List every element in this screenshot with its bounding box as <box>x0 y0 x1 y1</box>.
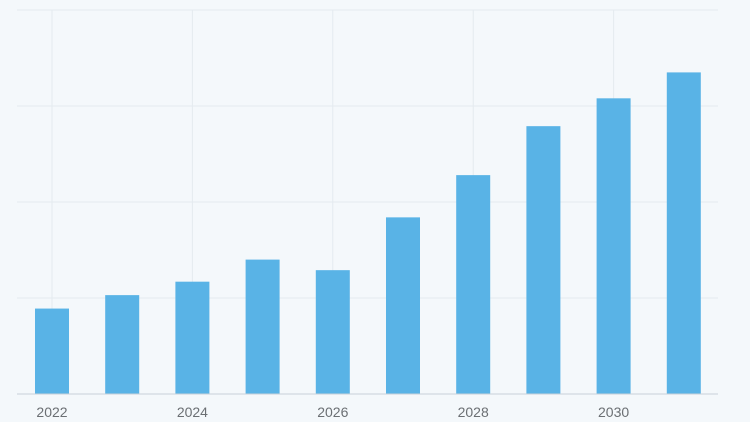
x-axis-tick-labels: 2022 2024 2026 2028 2030 <box>36 404 629 420</box>
x-tick-label-2028: 2028 <box>458 404 489 420</box>
bar-2027 <box>386 217 420 394</box>
bar-2028 <box>456 175 491 394</box>
x-tick-label-2024: 2024 <box>177 404 208 420</box>
x-tick-label-2026: 2026 <box>317 404 348 420</box>
bar-2023 <box>105 295 140 394</box>
bar-2024 <box>175 281 210 394</box>
x-tick-label-2022: 2022 <box>36 404 67 420</box>
bar-2022 <box>35 308 69 394</box>
x-tick-label-2030: 2030 <box>598 404 629 420</box>
bar-2026 <box>315 270 350 394</box>
bar-2029 <box>526 126 561 394</box>
bar-2025 <box>245 259 280 394</box>
bar-2030 <box>596 98 631 394</box>
bar-2031 <box>666 72 701 395</box>
bar-series <box>35 72 701 395</box>
